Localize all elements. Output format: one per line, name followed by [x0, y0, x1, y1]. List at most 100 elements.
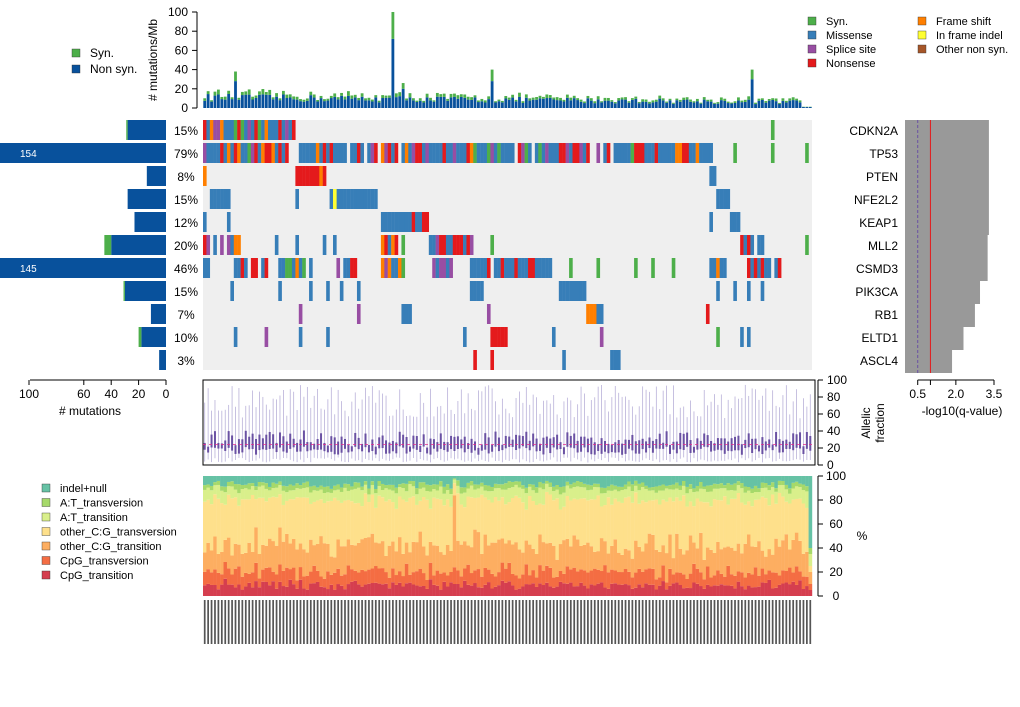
- spectrum-segment: [346, 565, 351, 585]
- mutation-cell: [500, 258, 505, 278]
- spectrum-segment: [391, 568, 395, 583]
- sample-label-mark: [433, 600, 435, 644]
- spectrum-segment: [476, 532, 481, 570]
- mutation-cell: [216, 189, 221, 209]
- spectrum-segment: [411, 584, 416, 596]
- spectrum-segment: [528, 495, 532, 545]
- spectrum-segment: [281, 476, 286, 486]
- spectrum-segment: [712, 585, 717, 596]
- spectrum-segment: [788, 476, 792, 489]
- sample-label-mark: [214, 600, 216, 644]
- mutation-cell: [209, 143, 214, 163]
- spectrum-segment: [699, 488, 703, 502]
- legend-nonsense-swatch: [807, 58, 817, 68]
- spectrum-segment: [500, 580, 505, 596]
- mutation-cell: [445, 258, 450, 278]
- spectrum-segment: [261, 544, 265, 570]
- burden-bar-nonsyn: [227, 93, 231, 108]
- spectrum-segment: [627, 481, 631, 487]
- burden-bar-nonsyn: [808, 107, 812, 108]
- spectrum-segment: [216, 476, 221, 481]
- spectrum-segment: [490, 486, 495, 492]
- burden-bar-nonsyn: [412, 100, 415, 108]
- spectrum-segment: [203, 485, 207, 490]
- spectrum-segment: [326, 543, 330, 572]
- spectrum-segment: [733, 550, 737, 576]
- sample-label-mark: [771, 600, 774, 644]
- spectrum-segment: [367, 494, 371, 503]
- spectrum-segment: [524, 487, 529, 494]
- spectrum-segment: [432, 545, 436, 576]
- legend-nonsyn-label: Non syn.: [90, 62, 137, 76]
- burden-bar-nonsyn: [747, 99, 751, 108]
- mutation-cell: [401, 143, 406, 163]
- spectrum-segment: [531, 476, 536, 485]
- sample-label-mark: [741, 600, 743, 644]
- burden-bar-nonsyn: [377, 102, 381, 108]
- mutation-cell: [449, 235, 453, 255]
- spectrum-segment: [569, 582, 573, 596]
- spectrum-segment: [712, 575, 717, 586]
- spectrum-segment: [233, 489, 238, 498]
- spectrum-segment: [244, 586, 248, 596]
- spectrum-segment: [743, 492, 748, 505]
- spectrum-segment: [746, 490, 751, 502]
- spectrum-segment: [514, 481, 518, 485]
- spectrum-segment: [784, 570, 789, 583]
- spectrum-segment: [644, 502, 648, 544]
- spectrum-segment: [586, 490, 590, 501]
- mutation-cell: [298, 304, 303, 324]
- spectrum-segment: [579, 487, 583, 499]
- spectrum-segment: [370, 476, 375, 482]
- mutation-cell: [281, 258, 286, 278]
- sample-label-mark: [439, 600, 442, 644]
- spectrum-segment: [586, 588, 590, 596]
- mutation-cell: [500, 143, 505, 163]
- burden-bar-syn: [346, 91, 350, 96]
- spectrum-segment: [363, 484, 368, 494]
- burden-bar-syn: [275, 93, 278, 97]
- spectrum-segment: [237, 505, 241, 545]
- sample-label-mark: [532, 600, 535, 644]
- spectrum-segment: [753, 567, 758, 588]
- spectrum-segment: [237, 544, 241, 567]
- burden-bar-nonsyn: [240, 95, 244, 108]
- spectrum-segment: [794, 481, 799, 487]
- mutation-cell: [435, 258, 440, 278]
- spectrum-segment: [336, 489, 341, 501]
- mutation-cell: [203, 143, 207, 163]
- burden-bar-syn: [353, 94, 357, 98]
- sample-label-mark: [467, 600, 470, 644]
- spectrum-segment: [654, 549, 659, 580]
- spectrum-segment: [593, 499, 597, 552]
- allelic-ytick-label: 20: [827, 441, 841, 455]
- spectrum-segment: [288, 543, 293, 570]
- spectrum-segment: [521, 485, 525, 489]
- spectrum-segment: [203, 571, 207, 586]
- spectrum-segment: [637, 483, 642, 491]
- spectrum-segment: [398, 571, 402, 583]
- mutation-cell: [394, 143, 399, 163]
- spectrum-segment: [244, 488, 248, 500]
- spectrum-segment: [346, 490, 351, 500]
- spectrum-segment: [709, 506, 713, 550]
- spectrum-segment: [681, 588, 686, 596]
- burden-bar-nonsyn: [237, 99, 241, 108]
- spectrum-segment: [473, 476, 477, 485]
- spectrum-segment: [336, 500, 341, 540]
- spectrum-segment: [442, 554, 447, 573]
- burden-bar-syn: [439, 94, 443, 97]
- spectrum-segment: [589, 546, 594, 571]
- spectrum-segment: [726, 483, 731, 491]
- burden-bar-nonsyn: [422, 102, 426, 108]
- spectrum-segment: [654, 476, 659, 487]
- burden-bar-syn: [689, 99, 692, 102]
- mutation-cell: [596, 258, 601, 278]
- spectrum-segment: [729, 476, 734, 485]
- mutation-cell: [240, 258, 245, 278]
- sample-label-mark: [706, 600, 709, 644]
- spectrum-segment: [452, 584, 457, 596]
- burden-bar-nonsyn: [672, 103, 675, 108]
- sample-label-mark: [518, 600, 521, 644]
- spectrum-segment: [295, 580, 299, 589]
